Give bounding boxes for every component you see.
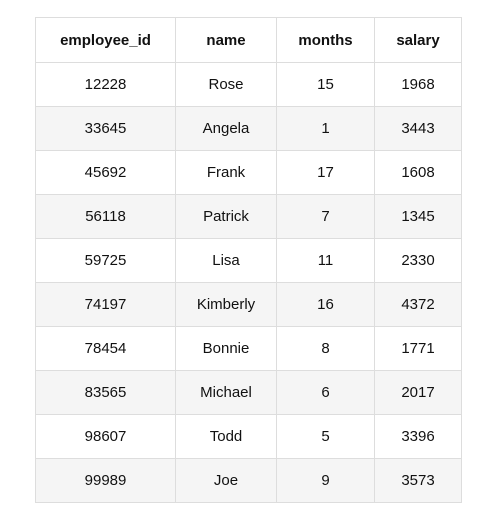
table-header: employee_id name months salary bbox=[35, 17, 462, 63]
cell-employee-id: 74197 bbox=[35, 282, 176, 327]
cell-salary: 1608 bbox=[374, 150, 462, 195]
table-row: 99989 Joe 9 3573 bbox=[35, 458, 462, 503]
cell-employee-id: 99989 bbox=[35, 458, 176, 503]
cell-name: Michael bbox=[175, 370, 277, 415]
cell-name: Rose bbox=[175, 62, 277, 107]
cell-salary: 1968 bbox=[374, 62, 462, 107]
table-row: 98607 Todd 5 3396 bbox=[35, 414, 462, 459]
cell-name: Frank bbox=[175, 150, 277, 195]
cell-salary: 3443 bbox=[374, 106, 462, 151]
cell-name: Bonnie bbox=[175, 326, 277, 371]
employee-table: employee_id name months salary 12228 Ros… bbox=[35, 17, 462, 503]
cell-months: 7 bbox=[276, 194, 375, 239]
cell-employee-id: 45692 bbox=[35, 150, 176, 195]
cell-name: Todd bbox=[175, 414, 277, 459]
cell-months: 8 bbox=[276, 326, 375, 371]
cell-months: 9 bbox=[276, 458, 375, 503]
table-body: 12228 Rose 15 1968 33645 Angela 1 3443 4… bbox=[35, 62, 462, 503]
cell-salary: 2017 bbox=[374, 370, 462, 415]
cell-employee-id: 12228 bbox=[35, 62, 176, 107]
table-row: 45692 Frank 17 1608 bbox=[35, 150, 462, 195]
table-row: 78454 Bonnie 8 1771 bbox=[35, 326, 462, 371]
cell-salary: 1345 bbox=[374, 194, 462, 239]
column-header-months: months bbox=[276, 17, 375, 63]
table-row: 33645 Angela 1 3443 bbox=[35, 106, 462, 151]
table-row: 12228 Rose 15 1968 bbox=[35, 62, 462, 107]
column-header-name: name bbox=[175, 17, 277, 63]
table-row: 56118 Patrick 7 1345 bbox=[35, 194, 462, 239]
cell-employee-id: 33645 bbox=[35, 106, 176, 151]
header-row: employee_id name months salary bbox=[35, 17, 462, 63]
cell-months: 6 bbox=[276, 370, 375, 415]
cell-salary: 2330 bbox=[374, 238, 462, 283]
cell-employee-id: 78454 bbox=[35, 326, 176, 371]
table-row: 83565 Michael 6 2017 bbox=[35, 370, 462, 415]
employee-table-container: employee_id name months salary 12228 Ros… bbox=[35, 17, 462, 503]
cell-months: 5 bbox=[276, 414, 375, 459]
column-header-employee-id: employee_id bbox=[35, 17, 176, 63]
cell-employee-id: 98607 bbox=[35, 414, 176, 459]
cell-months: 17 bbox=[276, 150, 375, 195]
cell-name: Patrick bbox=[175, 194, 277, 239]
cell-salary: 4372 bbox=[374, 282, 462, 327]
table-row: 59725 Lisa 11 2330 bbox=[35, 238, 462, 283]
table-row: 74197 Kimberly 16 4372 bbox=[35, 282, 462, 327]
cell-employee-id: 83565 bbox=[35, 370, 176, 415]
column-header-salary: salary bbox=[374, 17, 462, 63]
cell-salary: 3573 bbox=[374, 458, 462, 503]
cell-salary: 1771 bbox=[374, 326, 462, 371]
cell-name: Lisa bbox=[175, 238, 277, 283]
cell-months: 15 bbox=[276, 62, 375, 107]
cell-months: 1 bbox=[276, 106, 375, 151]
cell-name: Kimberly bbox=[175, 282, 277, 327]
cell-salary: 3396 bbox=[374, 414, 462, 459]
cell-employee-id: 56118 bbox=[35, 194, 176, 239]
cell-employee-id: 59725 bbox=[35, 238, 176, 283]
cell-name: Angela bbox=[175, 106, 277, 151]
cell-months: 16 bbox=[276, 282, 375, 327]
cell-name: Joe bbox=[175, 458, 277, 503]
cell-months: 11 bbox=[276, 238, 375, 283]
